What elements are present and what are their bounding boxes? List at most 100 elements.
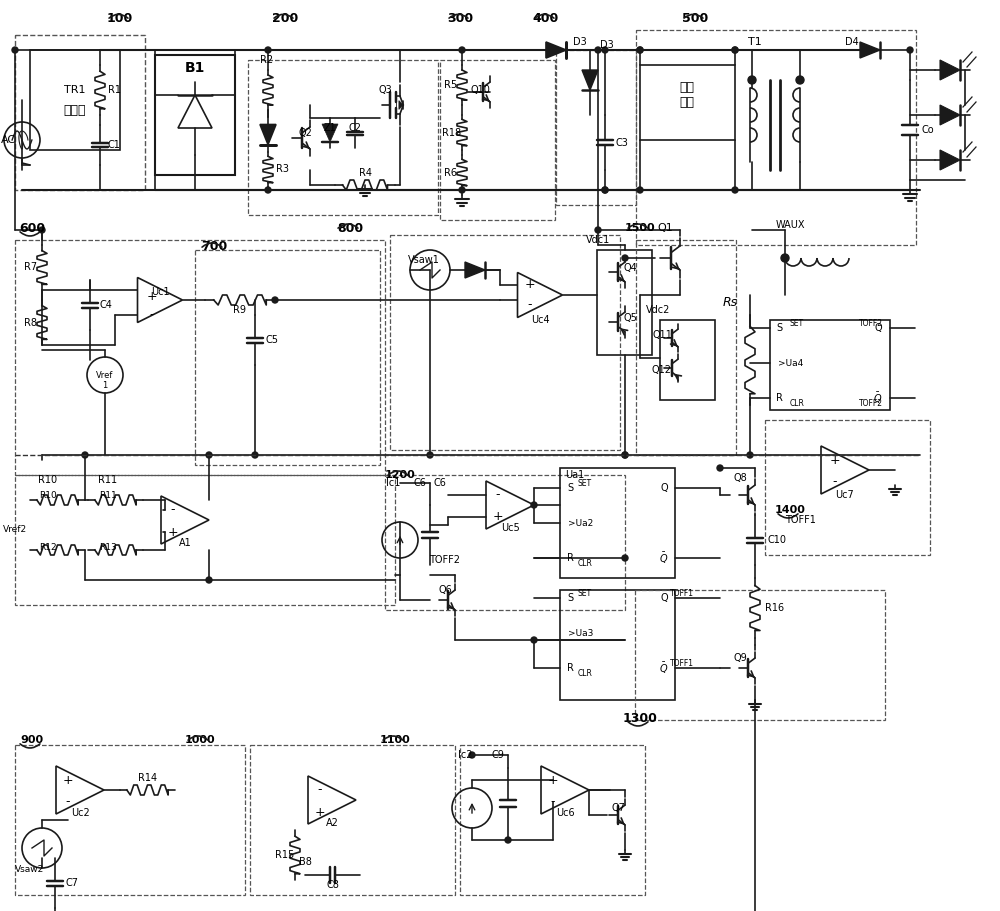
Text: R9: R9	[234, 305, 246, 315]
Text: Q12: Q12	[652, 365, 672, 375]
Text: 200: 200	[272, 12, 298, 25]
Text: A2: A2	[326, 818, 338, 828]
Text: Q: Q	[660, 593, 668, 603]
Text: Vref: Vref	[96, 371, 114, 380]
Text: Uc4: Uc4	[531, 315, 549, 325]
Circle shape	[469, 752, 475, 758]
Text: B1: B1	[185, 61, 205, 75]
Polygon shape	[322, 124, 338, 142]
Text: 100: 100	[107, 12, 133, 25]
Text: Q: Q	[874, 323, 882, 333]
Text: C6: C6	[414, 478, 426, 488]
Text: C10: C10	[767, 535, 786, 545]
Text: 1000: 1000	[185, 735, 215, 745]
Text: WAUX: WAUX	[775, 220, 805, 230]
Text: A1: A1	[179, 538, 191, 548]
Text: TOFF2: TOFF2	[859, 400, 883, 408]
Text: R: R	[567, 553, 574, 563]
Text: Q6: Q6	[438, 585, 452, 595]
Text: CLR: CLR	[578, 558, 593, 568]
Bar	[560, 468, 675, 578]
Text: 600: 600	[19, 221, 45, 234]
Circle shape	[796, 76, 804, 84]
Text: >Ua3: >Ua3	[568, 629, 593, 638]
Text: 500: 500	[682, 12, 708, 25]
Text: Q8: Q8	[733, 473, 747, 483]
Text: $\bar{Q}$: $\bar{Q}$	[659, 660, 668, 676]
Bar	[155, 55, 235, 175]
Text: C9: C9	[492, 750, 504, 760]
Text: R16: R16	[765, 603, 784, 613]
Circle shape	[622, 452, 628, 458]
Text: R11: R11	[99, 492, 117, 500]
Circle shape	[602, 47, 608, 53]
Bar	[30, 50, 120, 150]
Text: Ic1: Ic1	[386, 478, 400, 488]
Text: R13: R13	[99, 544, 117, 552]
Text: TOFF2: TOFF2	[430, 555, 460, 565]
Bar	[195, 250, 380, 465]
Bar	[560, 590, 675, 700]
Circle shape	[531, 502, 537, 508]
Circle shape	[265, 47, 271, 53]
Text: Z1: Z1	[324, 123, 336, 133]
Circle shape	[637, 47, 643, 53]
Text: R8: R8	[24, 318, 37, 327]
Bar	[15, 745, 245, 895]
Text: >Ua2: >Ua2	[568, 518, 593, 527]
Text: CLR: CLR	[578, 669, 593, 678]
Text: S: S	[776, 323, 782, 333]
Text: 800: 800	[337, 221, 363, 234]
Text: 1400: 1400	[775, 505, 805, 515]
Bar	[440, 60, 555, 220]
Circle shape	[272, 297, 278, 303]
Text: Q10: Q10	[470, 85, 490, 95]
Polygon shape	[940, 105, 960, 125]
Circle shape	[12, 47, 18, 53]
Text: SET: SET	[790, 319, 804, 327]
Text: Uc7: Uc7	[836, 490, 854, 500]
Text: R10: R10	[39, 492, 57, 500]
Bar	[770, 320, 890, 410]
Circle shape	[747, 452, 753, 458]
Text: Rs: Rs	[722, 295, 738, 309]
Text: Vsaw2: Vsaw2	[15, 865, 45, 875]
Circle shape	[622, 555, 628, 561]
Polygon shape	[860, 42, 880, 58]
Text: +: +	[147, 290, 157, 302]
Circle shape	[553, 47, 559, 53]
Text: R14: R14	[138, 773, 157, 783]
Text: 吸收
网络: 吸收 网络	[680, 81, 694, 109]
Text: Uc5: Uc5	[501, 523, 519, 533]
Text: 700: 700	[201, 241, 227, 253]
Text: -: -	[318, 783, 322, 796]
Text: -: -	[528, 299, 532, 312]
Polygon shape	[582, 70, 598, 90]
Text: R3: R3	[276, 165, 289, 175]
Bar	[556, 50, 636, 205]
Text: C7: C7	[65, 878, 78, 888]
Text: R2: R2	[260, 55, 273, 65]
Text: R4: R4	[358, 168, 372, 178]
Polygon shape	[940, 150, 960, 170]
Text: D3: D3	[600, 40, 614, 50]
Text: C2: C2	[349, 123, 362, 133]
Text: TOFF1: TOFF1	[670, 659, 694, 668]
Text: +: +	[548, 773, 558, 786]
Circle shape	[252, 452, 258, 458]
Circle shape	[531, 637, 537, 643]
Text: +: +	[168, 526, 178, 538]
Text: Q11: Q11	[652, 330, 672, 340]
Text: -: -	[833, 476, 837, 488]
Bar	[597, 250, 652, 355]
Text: R11: R11	[98, 475, 118, 485]
Circle shape	[622, 452, 628, 458]
Text: +: +	[493, 510, 503, 524]
Polygon shape	[940, 60, 960, 80]
Bar	[636, 240, 736, 455]
Text: R5: R5	[444, 80, 457, 90]
Text: R18: R18	[442, 128, 461, 138]
Text: +: +	[525, 279, 535, 292]
Text: C3: C3	[615, 138, 628, 148]
Text: -: -	[66, 795, 70, 808]
